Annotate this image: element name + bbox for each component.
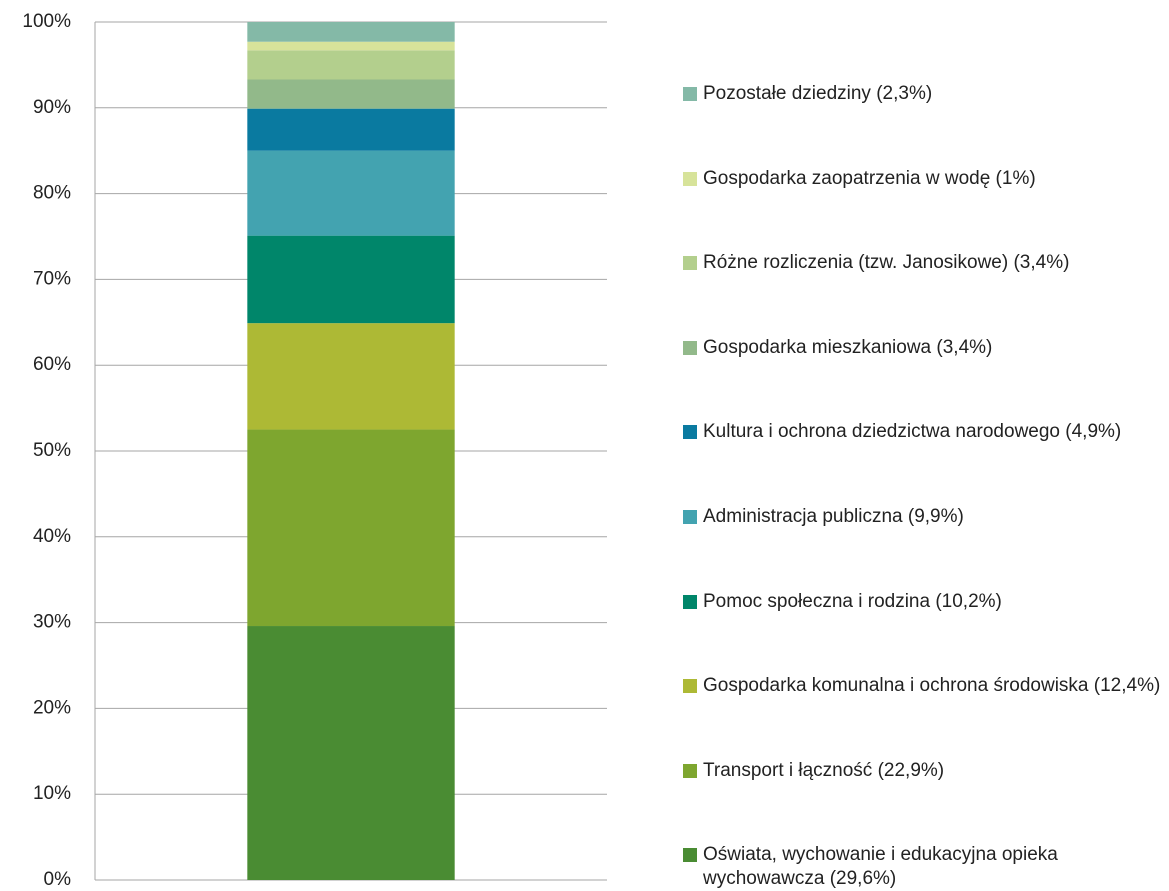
y-tick-label: 90%	[33, 97, 71, 118]
legend-label: Oświata, wychowanie i edukacyjna opieka …	[703, 844, 1058, 890]
y-tick-label: 100%	[22, 11, 71, 32]
legend-label: Kultura i ochrona dziedzictwa narodowego…	[703, 421, 1122, 443]
y-tick-label: 70%	[33, 268, 71, 289]
legend-entry: Oświata, wychowanie i edukacyjna opieka …	[683, 843, 1167, 891]
legend-label: Gospodarka komunalna i ochrona środowisk…	[703, 675, 1161, 697]
legend-entry: Pomoc społeczna i rodzina (10,2%)	[683, 590, 1167, 614]
legend-swatch	[683, 763, 697, 778]
y-tick-label: 40%	[33, 526, 71, 547]
bar-segment	[247, 41, 455, 51]
legend-swatch	[683, 510, 697, 524]
bar-segment	[247, 429, 455, 627]
bar-segment	[247, 22, 455, 42]
bar-segment	[247, 50, 455, 80]
legend-swatch	[683, 594, 697, 609]
legend-entry: Różne rozliczenia (tzw. Janosikowe) (3,4…	[683, 251, 1167, 275]
legend-entry: Gospodarka zaopatrzenia w wodę (1%)	[683, 167, 1167, 191]
legend-label: Gospodarka zaopatrzenia w wodę (1%)	[703, 167, 1036, 189]
legend-swatch	[683, 256, 697, 271]
bar-segment	[247, 79, 455, 109]
legend-swatch	[683, 171, 697, 186]
legend-entry: Gospodarka komunalna i ochrona środowisk…	[683, 674, 1167, 698]
legend-entry: Gospodarka mieszkaniowa (3,4%)	[683, 336, 1167, 360]
bar-segment	[247, 626, 455, 880]
bar-segment	[247, 150, 455, 236]
legend-swatch	[683, 87, 697, 101]
y-tick-label: 20%	[33, 697, 71, 718]
bar-segment	[247, 108, 455, 151]
legend-label: Gospodarka mieszkaniowa (3,4%)	[703, 336, 993, 358]
legend-swatch	[683, 340, 697, 355]
legend-entry: Administracja publiczna (9,9%)	[683, 505, 1167, 529]
legend-label: Pozostałe dziedziny (2,3%)	[703, 83, 933, 104]
legend-label: Pomoc społeczna i rodzina (10,2%)	[703, 590, 1002, 612]
bar-segment	[247, 323, 455, 430]
y-tick-label: 50%	[33, 440, 71, 461]
y-tick-label: 30%	[33, 612, 71, 633]
legend-entry: Kultura i ochrona dziedzictwa narodowego…	[683, 420, 1167, 444]
legend-label: Różne rozliczenia (tzw. Janosikowe) (3,4…	[703, 252, 1070, 274]
legend-entry: Pozostałe dziedziny (2,3%)	[683, 82, 1167, 106]
bar-segment	[247, 235, 455, 324]
legend-swatch	[683, 848, 697, 863]
y-tick-label: 60%	[33, 354, 71, 375]
legend-swatch	[683, 679, 697, 694]
legend-label: Transport i łączność (22,9%)	[703, 759, 945, 781]
legend-entry: Transport i łączność (22,9%)	[683, 759, 1167, 783]
y-tick-label: 0%	[44, 869, 72, 890]
legend-swatch	[683, 425, 697, 440]
legend-label: Administracja publiczna (9,9%)	[703, 506, 964, 527]
y-tick-label: 80%	[33, 183, 71, 204]
y-tick-label: 10%	[33, 783, 71, 804]
